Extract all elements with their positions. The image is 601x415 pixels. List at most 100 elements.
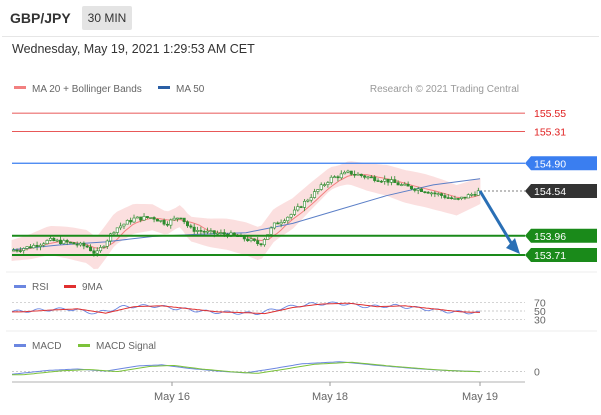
candle-body	[135, 216, 139, 219]
candle-body	[302, 200, 306, 208]
candle-body	[473, 194, 477, 196]
candle-body	[359, 173, 363, 177]
candle-body	[35, 245, 39, 247]
candle-body	[453, 198, 457, 200]
candle-body	[416, 188, 420, 191]
candle-body	[379, 180, 383, 183]
candle-body	[42, 243, 46, 246]
level-label-153.96: 153.96	[534, 231, 566, 243]
candle-body	[186, 221, 190, 227]
candle-body	[292, 209, 296, 215]
candle-body	[18, 250, 22, 252]
rsi-legend-swatch-1	[64, 285, 76, 288]
level-label-154.54: 154.54	[534, 186, 566, 198]
candle-body	[403, 183, 407, 186]
candle-body	[55, 239, 59, 242]
datetime-label: Wednesday, May 19, 2021 1:29:53 AM CET	[12, 42, 255, 56]
rsi-tick-50: 50	[534, 306, 546, 318]
level-label-155.31: 155.31	[534, 127, 566, 139]
candle-body	[376, 180, 380, 182]
candle-body	[199, 230, 203, 232]
x-tick-label-1: May 18	[312, 391, 348, 403]
level-label-153.71: 153.71	[534, 250, 566, 262]
candle-body	[369, 176, 373, 179]
candle-body	[196, 230, 200, 232]
candle-body	[212, 230, 216, 234]
candle-body	[333, 176, 337, 179]
candle-body	[206, 230, 210, 233]
candle-body	[323, 184, 327, 186]
candle-body	[112, 232, 116, 235]
candle-body	[446, 197, 450, 199]
rsi-tick-30: 30	[534, 315, 546, 327]
candle-body	[353, 173, 357, 176]
candle-body	[450, 197, 454, 200]
candle-body	[266, 234, 270, 240]
candle-body	[409, 185, 413, 190]
candle-body	[95, 250, 99, 254]
candle-body	[463, 196, 467, 199]
candle-body	[45, 240, 49, 245]
candle-body	[319, 184, 323, 190]
candle-body	[209, 230, 213, 232]
candle-body	[15, 249, 19, 252]
candle-body	[356, 173, 360, 176]
candle-body	[105, 240, 109, 247]
candle-body	[316, 189, 320, 192]
candle-body	[219, 232, 223, 234]
candle-body	[32, 245, 36, 249]
macd-signal-line	[12, 361, 481, 376]
candle-body	[346, 170, 350, 173]
support-tag	[525, 228, 597, 243]
candle-body	[102, 246, 106, 248]
candle-body	[433, 192, 437, 195]
candle-body	[25, 246, 29, 249]
candle-body	[296, 206, 300, 211]
candle-body	[363, 175, 367, 178]
candle-body	[175, 217, 179, 220]
candle-body	[89, 246, 93, 252]
candle-body	[79, 242, 83, 246]
candle-body	[182, 217, 186, 223]
rsi-legend-label-1: 9MA	[82, 282, 103, 293]
x-tick-label-2: May 19	[462, 391, 498, 403]
pivot-tag	[525, 156, 597, 171]
symbol-label: GBP/JPY	[10, 10, 71, 26]
candle-body	[386, 178, 390, 183]
rsi-tick-70: 70	[534, 297, 546, 309]
candle-body	[162, 220, 166, 225]
candle-body	[179, 217, 183, 220]
top-bar: GBP/JPY 30 MIN	[0, 0, 601, 36]
legend-label-1: MA 50	[176, 84, 205, 95]
legend-swatch-0	[14, 86, 26, 89]
candle-body	[58, 239, 62, 245]
candle-body	[249, 238, 253, 242]
ma50-line	[11, 178, 481, 251]
candle-body	[189, 225, 193, 228]
legend-swatch-1	[158, 86, 170, 89]
candle-body	[339, 173, 343, 179]
candle-body	[38, 244, 42, 247]
candle-body	[99, 247, 103, 252]
candle-body	[366, 176, 370, 179]
candle-body	[393, 179, 397, 183]
candle-body	[289, 214, 293, 218]
candle-body	[192, 226, 196, 232]
candle-body	[132, 217, 136, 223]
candle-body	[373, 176, 377, 181]
candle-body	[65, 240, 69, 243]
candle-body	[202, 230, 206, 233]
candle-body	[52, 237, 56, 242]
candle-body	[142, 216, 146, 221]
credit-text: Research © 2021 Trading Central	[370, 84, 519, 95]
candle-body	[256, 240, 260, 245]
candle-body	[343, 171, 347, 175]
candle-body	[279, 222, 283, 225]
candle-body	[326, 182, 330, 185]
candle-body	[252, 238, 256, 241]
candle-body	[413, 188, 417, 191]
candle-body	[406, 183, 410, 187]
candle-body	[172, 217, 176, 221]
candle-body	[336, 176, 340, 179]
timeframe-button[interactable]: 30 MIN	[82, 6, 132, 30]
